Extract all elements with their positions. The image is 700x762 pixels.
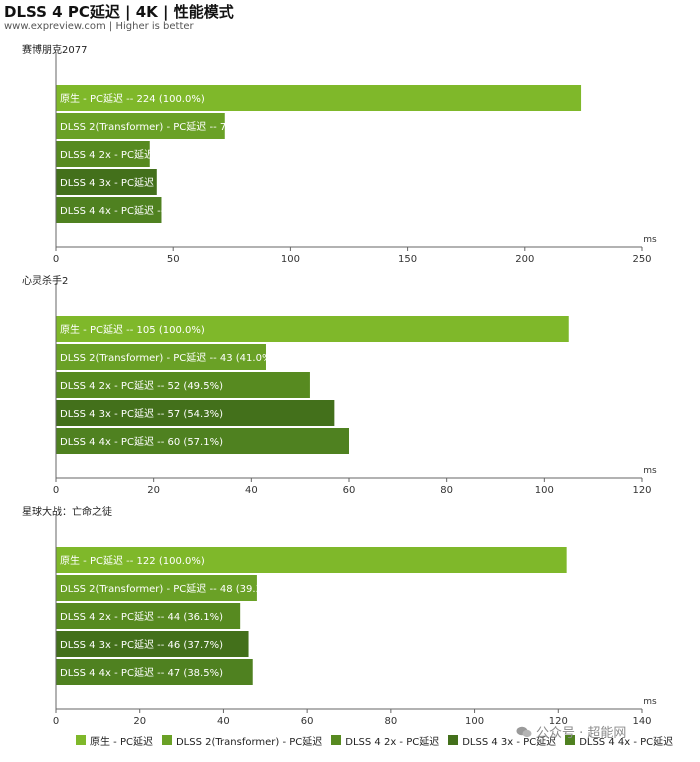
chart-2-bar-label-native: 原生 - PC延迟 -- 105 (100.0%) bbox=[60, 323, 205, 336]
chart-3-bar-label-dlss4-4x: DLSS 4 4x - PC延迟 -- 47 (38.5%) bbox=[60, 666, 223, 679]
legend-item-dlss4-4x[interactable]: DLSS 4 4x - PC延迟 bbox=[565, 733, 673, 748]
legend-label-dlss4-4x: DLSS 4 4x - PC延迟 bbox=[579, 736, 674, 748]
chart-2-bar-dlss4-2x bbox=[56, 372, 310, 398]
legend-label-native: 原生 - PC延迟 bbox=[90, 736, 153, 748]
chart-2-x-tick-label-60: 60 bbox=[343, 485, 356, 496]
chart-1-bar-dlss2 bbox=[56, 113, 225, 139]
chart-1-x-tick-label-50: 50 bbox=[167, 254, 180, 265]
chart-2-bar-label-dlss4-3x: DLSS 4 3x - PC延迟 -- 57 (54.3%) bbox=[60, 407, 223, 420]
chart-1-bar-dlss4-2x bbox=[56, 141, 150, 167]
chart-2-bar-dlss2 bbox=[56, 344, 266, 370]
chart-subtitle: www.expreview.com | Higher is better bbox=[4, 21, 194, 32]
chart-2-x-tick-label-0: 0 bbox=[53, 485, 59, 496]
chart-1-bar-label-dlss4-3x: DLSS 4 3x - PC延迟 -- 43 (19.2%) bbox=[60, 176, 223, 189]
chart-3-x-tick-label-20: 20 bbox=[133, 716, 146, 727]
chart-2-bar-dlss4-4x bbox=[56, 428, 349, 454]
chart-1-bar-label-dlss4-4x: DLSS 4 4x - PC延迟 -- 45 (20.1%) bbox=[60, 204, 223, 217]
chart-2-x-tick-label-100: 100 bbox=[535, 485, 554, 496]
legend-swatch-dlss4-4x bbox=[565, 735, 576, 745]
chart-3-x-tick-label-40: 40 bbox=[217, 716, 230, 727]
chart-3-x-tick-label-60: 60 bbox=[301, 716, 314, 727]
watermark: 公众号 · 超能网 bbox=[516, 722, 626, 741]
chart-3-bar-native bbox=[56, 547, 567, 573]
legend-item-dlss4-2x[interactable]: DLSS 4 2x - PC延迟 bbox=[331, 733, 439, 748]
chart-1-bar-label-dlss2: DLSS 2(Transformer) - PC延迟 -- 72 (32.1%) bbox=[60, 120, 275, 133]
legend-label-dlss4-3x: DLSS 4 3x - PC延迟 bbox=[462, 736, 557, 748]
chart-1-title: 赛博朋克2077 bbox=[22, 45, 88, 56]
chart-3-x-tick-label-140: 140 bbox=[632, 716, 651, 727]
chart-3-x-tick-label-0: 0 bbox=[53, 716, 59, 727]
chart-3-bar-dlss4-3x bbox=[56, 631, 249, 657]
legend-swatch-native bbox=[76, 735, 86, 745]
watermark-text: 公众号 · 超能网 bbox=[536, 726, 627, 741]
chart-3-x-tick-label-80: 80 bbox=[384, 716, 397, 727]
legend-label-dlss4-2x: DLSS 4 2x - PC延迟 bbox=[345, 736, 440, 748]
chart-3-bar-dlss4-2x bbox=[56, 603, 241, 629]
chart-2-title: 心灵杀手2 bbox=[22, 276, 69, 287]
legend-label-dlss2: DLSS 2(Transformer) - PC延迟 bbox=[175, 736, 323, 748]
chart-1-bar-label-dlss4-2x: DLSS 4 2x - PC延迟 -- 40 (17.9%) bbox=[60, 148, 223, 161]
chart-2-bar-label-dlss2: DLSS 2(Transformer) - PC延迟 -- 43 (41.0%) bbox=[60, 351, 275, 364]
chart-3-bar-label-dlss4-3x: DLSS 4 3x - PC延迟 -- 46 (37.7%) bbox=[60, 638, 223, 651]
chart-1-x-unit-label: ms bbox=[643, 235, 657, 245]
chart-1-bar-dlss4-3x bbox=[56, 169, 157, 195]
legend-item-dlss4-3x[interactable]: DLSS 4 3x - PC延迟 bbox=[448, 733, 556, 748]
chart-1-bar-label-native: 原生 - PC延迟 -- 224 (100.0%) bbox=[60, 92, 205, 105]
chart-2-bar-native bbox=[56, 316, 569, 342]
chart-3-bar-dlss4-4x bbox=[56, 659, 253, 685]
chart-2-x-tick-label-80: 80 bbox=[440, 485, 453, 496]
chart-2-x-tick-label-40: 40 bbox=[245, 485, 258, 496]
chart-1-bar-dlss4-4x bbox=[56, 197, 162, 223]
legend-swatch-dlss4-3x bbox=[448, 735, 459, 745]
chart-1-bar-native bbox=[56, 85, 582, 111]
chart-2-x-unit-label: ms bbox=[643, 466, 657, 476]
legend-item-dlss2[interactable]: DLSS 2(Transformer) - PC延迟 bbox=[161, 733, 323, 748]
chart-3-x-tick-label-120: 120 bbox=[549, 716, 568, 727]
chart-1-x-tick-label-0: 0 bbox=[53, 254, 59, 265]
chart-1-x-tick-label-150: 150 bbox=[398, 254, 417, 265]
chart-3-x-tick-label-100: 100 bbox=[465, 716, 484, 727]
chart-2-x-tick-label-120: 120 bbox=[632, 485, 651, 496]
legend-swatch-dlss4-2x bbox=[331, 735, 342, 745]
chart-3-bar-dlss2 bbox=[56, 575, 257, 601]
chart-main-title: DLSS 4 PC延迟 | 4K | 性能模式 bbox=[4, 3, 234, 21]
chart-3-x-unit-label: ms bbox=[643, 697, 657, 707]
chart-2-x-tick-label-20: 20 bbox=[147, 485, 160, 496]
chart-1-x-tick-label-250: 250 bbox=[632, 254, 651, 265]
legend: 原生 - PC延迟 DLSS 2(Transformer) - PC延迟 DLS… bbox=[76, 733, 682, 748]
chart-2-bar-dlss4-3x bbox=[56, 400, 335, 426]
chart-1-x-tick-label-200: 200 bbox=[515, 254, 534, 265]
chart-3-title: 星球大战：亡命之徒 bbox=[22, 507, 112, 518]
legend-swatch-dlss2 bbox=[161, 735, 172, 745]
chart-3-bar-label-dlss2: DLSS 2(Transformer) - PC延迟 -- 48 (39.3%) bbox=[60, 582, 275, 595]
legend-item-native[interactable]: 原生 - PC延迟 bbox=[76, 733, 153, 748]
chart-3-bar-label-dlss4-2x: DLSS 4 2x - PC延迟 -- 44 (36.1%) bbox=[60, 610, 223, 623]
chart-3-bar-label-native: 原生 - PC延迟 -- 122 (100.0%) bbox=[60, 554, 205, 567]
chart-2-bar-label-dlss4-4x: DLSS 4 4x - PC延迟 -- 60 (57.1%) bbox=[60, 435, 223, 448]
chart-2-bar-label-dlss4-2x: DLSS 4 2x - PC延迟 -- 52 (49.5%) bbox=[60, 379, 223, 392]
wechat-icon bbox=[516, 726, 532, 737]
chart-1-x-tick-label-100: 100 bbox=[281, 254, 300, 265]
